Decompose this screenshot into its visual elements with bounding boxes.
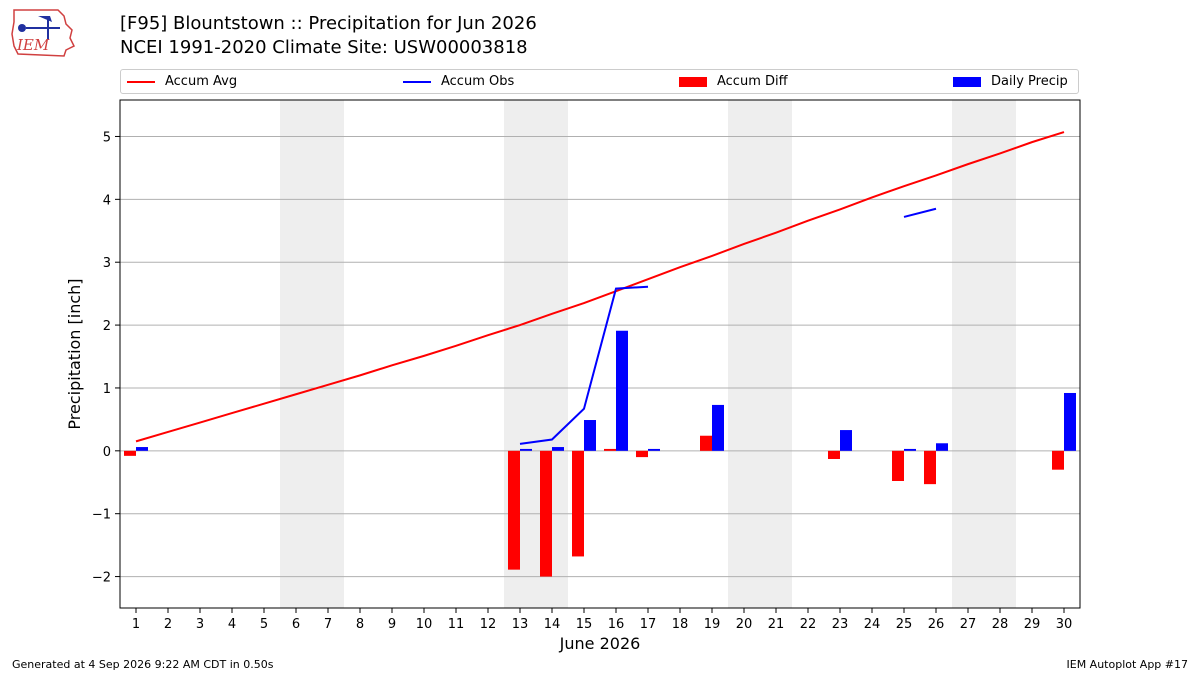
x-tick-label: 18	[672, 617, 689, 632]
accum-diff-bar	[540, 450, 552, 577]
x-tick-label: 15	[576, 617, 593, 632]
legend-label-accum-diff: Accum Diff	[717, 74, 788, 89]
legend-label-accum-obs: Accum Obs	[441, 74, 515, 89]
iem-logo: IEM	[11, 9, 76, 57]
y-axis-label: Precipitation [inch]	[65, 278, 84, 429]
y-tick-label: −1	[92, 508, 111, 523]
legend: Accum Avg Accum Obs Accum Diff Daily Pre…	[120, 69, 1079, 94]
legend-label-accum-avg: Accum Avg	[165, 74, 238, 89]
x-tick-label: 26	[928, 617, 945, 632]
accum-obs-line	[903, 207, 937, 218]
x-tick-label: 4	[228, 617, 236, 632]
daily-precip-bar	[616, 330, 628, 451]
x-tick-label: 16	[608, 617, 625, 632]
x-tick-label: 3	[196, 617, 204, 632]
legend-daily-precip: Daily Precip	[953, 73, 1068, 91]
x-tick-label: 5	[260, 617, 268, 632]
x-tick-label: 8	[356, 617, 364, 632]
x-tick-label: 27	[960, 617, 977, 632]
x-tick-label: 25	[896, 617, 913, 632]
legend-swatch-daily-precip	[953, 76, 981, 87]
x-tick-label: 10	[416, 617, 433, 632]
accum-diff-bar	[124, 450, 136, 456]
accum-diff-bar	[604, 448, 616, 451]
daily-precip-bar	[936, 443, 948, 451]
weekend-shade	[728, 100, 792, 608]
x-tick-label: 11	[448, 617, 465, 632]
accum-diff-bar	[572, 450, 584, 557]
x-axis-label: June 2026	[559, 634, 641, 653]
legend-accum-obs: Accum Obs	[403, 73, 514, 91]
y-tick-label: 3	[103, 256, 111, 271]
accum-obs-line	[519, 285, 649, 445]
x-tick-label: 23	[832, 617, 849, 632]
accum-diff-bar	[924, 450, 936, 485]
daily-precip-bar	[520, 448, 532, 451]
daily-precip-bar	[648, 448, 660, 451]
y-tick-label: 4	[103, 193, 111, 208]
daily-precip-bar	[1064, 392, 1076, 451]
daily-precip-bar	[136, 447, 148, 451]
app-id: IEM Autoplot App #17	[1066, 658, 1189, 671]
chart-subtitle: NCEI 1991-2020 Climate Site: USW00003818	[120, 37, 528, 58]
y-tick-label: −2	[92, 571, 111, 586]
chart-title: [F95] Blountstown :: Precipitation for J…	[120, 13, 537, 34]
generated-timestamp: Generated at 4 Sep 2026 9:22 AM CDT in 0…	[12, 658, 274, 671]
accum-diff-bar	[1052, 450, 1064, 470]
legend-accum-avg: Accum Avg	[127, 73, 237, 91]
accum-diff-bar	[636, 450, 648, 458]
accum-diff-bar	[700, 435, 712, 451]
x-tick-label: 9	[388, 617, 396, 632]
x-tick-label: 14	[544, 617, 561, 632]
y-tick-label: 2	[103, 319, 111, 334]
daily-precip-bar	[712, 404, 724, 451]
x-tick-label: 2	[164, 617, 172, 632]
y-tick-label: 5	[103, 130, 111, 145]
x-tick-label: 28	[992, 617, 1009, 632]
logo-text: IEM	[16, 36, 50, 54]
x-tick-label: 24	[864, 617, 881, 632]
daily-precip-bar	[552, 447, 564, 451]
weekend-shade	[280, 100, 344, 608]
daily-precip-bar	[904, 448, 916, 451]
legend-swatch-accum-diff	[679, 76, 707, 87]
x-tick-label: 12	[480, 617, 497, 632]
x-tick-label: 20	[736, 617, 753, 632]
daily-precip-bar	[840, 430, 852, 451]
x-tick-label: 19	[704, 617, 721, 632]
daily-precip-bar	[584, 420, 596, 451]
accum-diff-bar	[828, 450, 840, 459]
legend-accum-diff: Accum Diff	[679, 73, 788, 91]
weekend-shade	[504, 100, 568, 608]
x-tick-label: 1	[132, 617, 140, 632]
x-tick-label: 13	[512, 617, 529, 632]
plot-frame	[119, 99, 1081, 609]
y-tick-label: 0	[103, 445, 111, 460]
x-tick-label: 29	[1024, 617, 1041, 632]
x-tick-label: 17	[640, 617, 657, 632]
accum-diff-bar	[508, 450, 520, 570]
y-tick-label: 1	[103, 382, 111, 397]
x-tick-label: 7	[324, 617, 332, 632]
weather-station-icon	[18, 16, 60, 40]
x-tick-label: 22	[800, 617, 817, 632]
weekend-shade	[952, 100, 1016, 608]
x-tick-label: 6	[292, 617, 300, 632]
legend-label-daily-precip: Daily Precip	[991, 74, 1068, 89]
legend-swatch-accum-avg	[127, 80, 155, 83]
legend-swatch-accum-obs	[403, 80, 431, 83]
accum-diff-bar	[892, 450, 904, 481]
x-tick-label: 21	[768, 617, 785, 632]
x-tick-label: 30	[1056, 617, 1073, 632]
accum-avg-line	[135, 131, 1065, 443]
